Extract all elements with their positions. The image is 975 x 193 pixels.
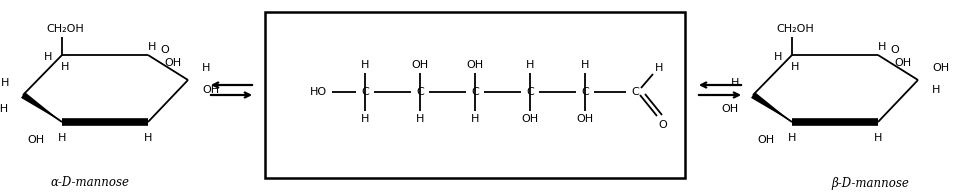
Text: H: H (878, 42, 886, 52)
Text: C: C (581, 87, 589, 97)
Text: H: H (361, 60, 370, 70)
Text: α-D-mannose: α-D-mannose (51, 177, 130, 190)
Text: OH: OH (0, 104, 9, 114)
Text: HO: HO (309, 87, 327, 97)
Text: H: H (526, 60, 534, 70)
Text: C: C (526, 87, 534, 97)
Text: H: H (788, 133, 797, 143)
Text: OH: OH (894, 58, 911, 68)
Text: OH: OH (411, 60, 429, 70)
Text: H: H (202, 63, 211, 73)
Text: OH: OH (202, 85, 219, 95)
Text: O: O (890, 45, 899, 55)
Text: OH: OH (466, 60, 484, 70)
Text: O: O (659, 120, 667, 130)
Text: H: H (581, 60, 589, 70)
Text: H: H (60, 62, 69, 72)
Text: β-D-mannose: β-D-mannose (831, 177, 909, 190)
Text: H: H (44, 52, 52, 62)
Text: H: H (730, 78, 739, 88)
Text: H: H (1, 78, 9, 88)
Text: H: H (471, 114, 479, 124)
Text: H: H (791, 62, 799, 72)
Text: OH: OH (164, 58, 181, 68)
Text: OH: OH (932, 63, 949, 73)
Text: OH: OH (722, 104, 739, 114)
Polygon shape (751, 92, 792, 122)
Text: H: H (773, 52, 782, 62)
Text: H: H (58, 133, 66, 143)
Text: O: O (161, 45, 170, 55)
Text: C: C (631, 87, 639, 97)
Bar (265, 12, 685, 178)
Text: C: C (361, 87, 369, 97)
Text: H: H (361, 114, 370, 124)
Text: OH: OH (757, 135, 774, 145)
Text: H: H (415, 114, 424, 124)
Text: CH₂OH: CH₂OH (776, 24, 814, 34)
Text: CH₂OH: CH₂OH (46, 24, 84, 34)
Text: H: H (874, 133, 882, 143)
Polygon shape (21, 92, 62, 122)
Text: H: H (144, 133, 152, 143)
Text: H: H (932, 85, 940, 95)
Text: C: C (471, 87, 479, 97)
Text: OH: OH (522, 114, 538, 124)
Text: H: H (655, 63, 663, 73)
Text: OH: OH (576, 114, 594, 124)
Text: C: C (416, 87, 424, 97)
Text: H: H (148, 42, 156, 52)
Text: OH: OH (27, 135, 44, 145)
